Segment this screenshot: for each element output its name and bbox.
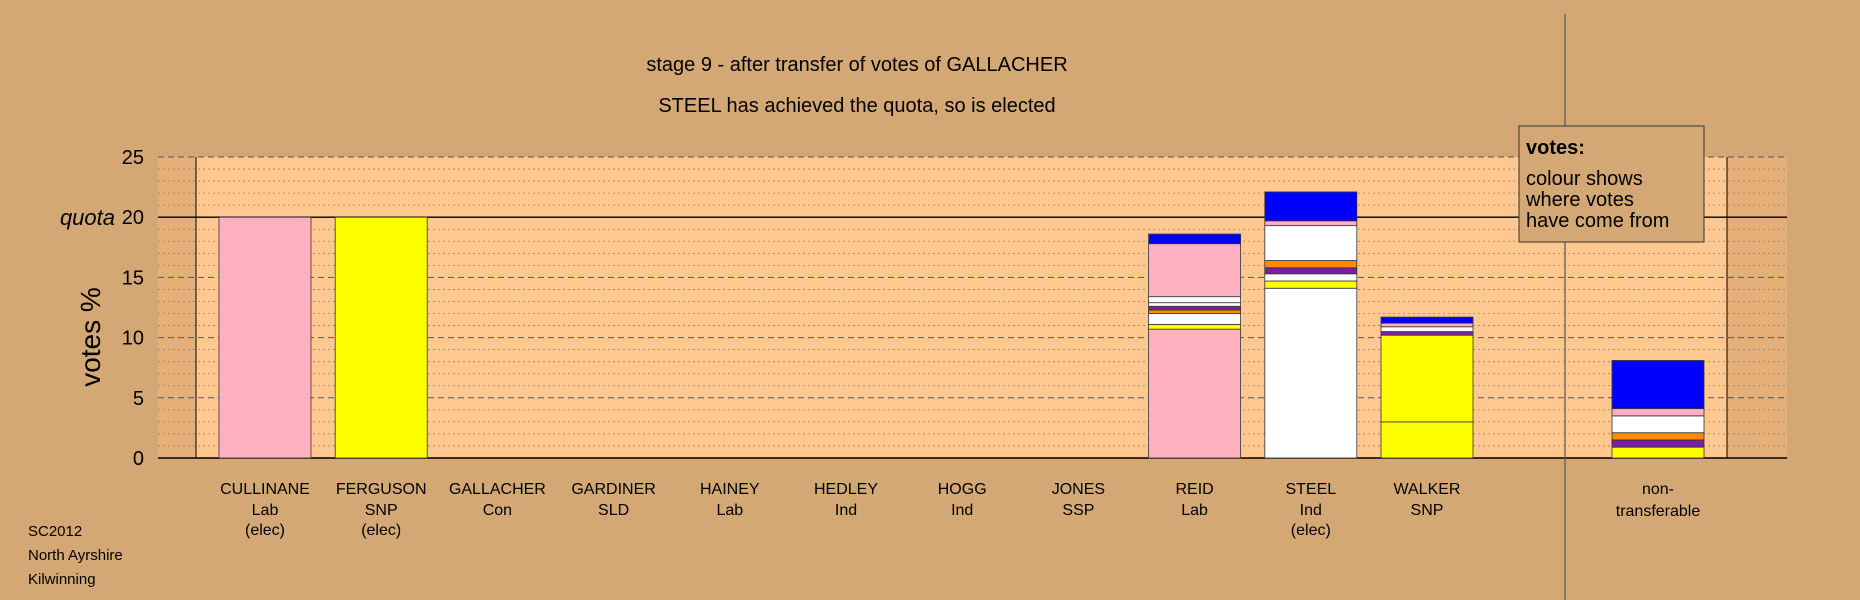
bar-segment-walker xyxy=(1380,331,1474,336)
x-label-party: SLD xyxy=(598,502,629,519)
x-label-name: JONES xyxy=(1052,481,1105,498)
bar-segment-reid xyxy=(1148,328,1241,459)
bar-segment-nontransferable xyxy=(1611,446,1705,459)
bar-segment-reid xyxy=(1148,302,1241,307)
bar-segment-steel xyxy=(1264,280,1358,289)
y-tick-label: 10 xyxy=(122,328,144,350)
y-tick-label: 15 xyxy=(122,267,144,289)
footer-line: Kilwinning xyxy=(28,571,96,588)
y-axis-label: votes % xyxy=(75,287,106,387)
x-label-party: Lab xyxy=(252,502,279,519)
x-label-name: HOGG xyxy=(938,481,987,498)
legend-line: colour shows xyxy=(1526,168,1643,190)
footer-line: North Ayrshire xyxy=(28,547,123,564)
x-label-party: Ind xyxy=(1300,502,1322,519)
plot-shade-right xyxy=(1727,157,1787,458)
legend-box xyxy=(1518,125,1705,243)
legend-line: where votes xyxy=(1525,189,1634,211)
x-label-party: SNP xyxy=(365,502,398,519)
bar-segment-reid xyxy=(1148,233,1241,245)
bar-segment-reid xyxy=(1148,243,1241,298)
bar-segment-nontransferable xyxy=(1611,415,1705,434)
x-label-note: (elec) xyxy=(361,522,401,539)
bar-segment-reid xyxy=(1148,305,1241,311)
x-label-party: Lab xyxy=(716,502,743,519)
x-label-name: HAINEY xyxy=(700,481,760,498)
x-label-party: Con xyxy=(483,502,512,519)
y-tick-label: 5 xyxy=(133,388,144,410)
x-label-party: Ind xyxy=(835,502,857,519)
x-label-name: STEEL xyxy=(1285,481,1336,498)
quota-label: quota xyxy=(60,205,115,230)
x-label-nontransferable: transferable xyxy=(1616,503,1701,520)
chart-subtitle: STEEL has achieved the quota, so is elec… xyxy=(658,95,1055,117)
bar-segment-steel xyxy=(1264,191,1358,222)
x-label-party: SSP xyxy=(1062,502,1094,519)
plot-shade-left xyxy=(158,157,196,458)
x-label-name: HEDLEY xyxy=(814,481,878,498)
y-tick-label: 25 xyxy=(122,147,144,169)
x-label-note: (elec) xyxy=(1291,522,1331,539)
x-label-name: GALLACHER xyxy=(449,481,546,498)
bar-segment-ferguson xyxy=(334,216,428,459)
bar-segment-nontransferable xyxy=(1611,408,1705,417)
x-label-name: WALKER xyxy=(1394,481,1461,498)
bar-segment-reid xyxy=(1148,296,1241,304)
bar-segment-walker xyxy=(1380,322,1474,328)
legend-line: have come from xyxy=(1526,210,1669,232)
bar-segment-nontransferable xyxy=(1611,360,1705,410)
x-label-name: CULLINANE xyxy=(220,481,310,498)
bar-segment-steel xyxy=(1264,220,1358,227)
x-label-party: SNP xyxy=(1411,502,1444,519)
bar-segment-nontransferable xyxy=(1611,432,1705,441)
chart-title: stage 9 - after transfer of votes of GAL… xyxy=(646,54,1067,76)
bar-segment-steel xyxy=(1264,287,1358,459)
bar-segment-steel xyxy=(1264,225,1358,261)
plot-area xyxy=(158,157,1787,458)
bar-segment-walker xyxy=(1380,421,1474,459)
y-tick-label: 20 xyxy=(122,207,144,229)
x-label-party: Lab xyxy=(1181,502,1208,519)
legend-title: votes: xyxy=(1526,137,1585,159)
bar-segment-steel xyxy=(1264,267,1358,275)
x-label-note: (elec) xyxy=(245,522,285,539)
bar-segment-walker xyxy=(1380,334,1474,423)
bar-segment-cullinane xyxy=(218,216,312,459)
footer-line: SC2012 xyxy=(28,523,82,540)
y-tick-label: 0 xyxy=(133,448,144,470)
x-label-party: Ind xyxy=(951,502,973,519)
bar-segment-walker xyxy=(1380,316,1474,324)
bar-segment-steel xyxy=(1264,260,1358,269)
bar-segment-reid xyxy=(1148,309,1241,314)
bar-segment-reid xyxy=(1148,313,1241,325)
bar-segment-steel xyxy=(1264,273,1358,282)
x-label-name: GARDINER xyxy=(571,481,655,498)
x-label-name: FERGUSON xyxy=(336,481,427,498)
bar-segment-walker xyxy=(1380,326,1474,332)
x-label-name: REID xyxy=(1175,481,1213,498)
bar-segment-nontransferable xyxy=(1611,439,1705,448)
bar-segment-reid xyxy=(1148,323,1241,330)
x-label-nontransferable: non- xyxy=(1642,481,1674,498)
